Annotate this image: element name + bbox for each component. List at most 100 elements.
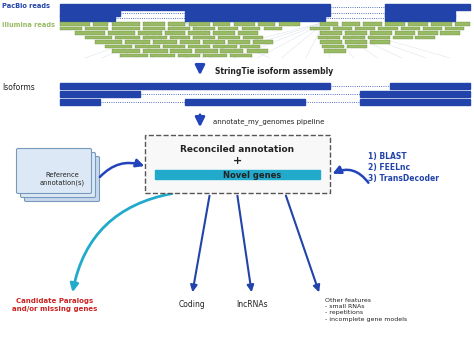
- Text: StringTie isoform assembly: StringTie isoform assembly: [215, 68, 333, 77]
- Text: Other features
- small RNAs
- repetitions
- incomplete gene models: Other features - small RNAs - repetition…: [325, 298, 407, 322]
- Bar: [228, 40, 250, 44]
- Text: 3) TransDecoder: 3) TransDecoder: [368, 174, 439, 183]
- Text: lncRNAs: lncRNAs: [236, 300, 268, 309]
- Bar: [347, 45, 367, 48]
- Bar: [213, 45, 237, 48]
- Bar: [115, 35, 140, 39]
- Bar: [310, 26, 330, 30]
- Text: Novel genes: Novel genes: [223, 172, 282, 181]
- Bar: [360, 91, 470, 96]
- Text: Illumina reads: Illumina reads: [2, 22, 55, 28]
- Bar: [150, 54, 175, 57]
- Bar: [145, 135, 330, 193]
- Bar: [143, 22, 165, 26]
- Bar: [218, 35, 240, 39]
- Bar: [390, 83, 470, 88]
- Bar: [193, 26, 215, 30]
- Bar: [112, 26, 140, 30]
- Bar: [163, 45, 185, 48]
- Bar: [108, 31, 135, 35]
- Bar: [243, 35, 263, 39]
- Bar: [178, 54, 200, 57]
- Text: annotate_my_genomes pipeline: annotate_my_genomes pipeline: [213, 119, 324, 125]
- Text: Reference
annotation(s): Reference annotation(s): [39, 172, 84, 186]
- Bar: [220, 49, 243, 53]
- Bar: [75, 31, 105, 35]
- Bar: [93, 22, 108, 26]
- Bar: [320, 40, 342, 44]
- Bar: [195, 49, 218, 53]
- Bar: [431, 22, 452, 26]
- Bar: [342, 22, 360, 26]
- Bar: [60, 22, 90, 26]
- Bar: [230, 54, 252, 57]
- Bar: [318, 35, 340, 39]
- Bar: [408, 22, 428, 26]
- Bar: [320, 31, 342, 35]
- Bar: [165, 31, 185, 35]
- Bar: [355, 26, 375, 30]
- Bar: [143, 49, 168, 53]
- Text: 2) FEELnc: 2) FEELnc: [368, 163, 410, 172]
- Bar: [85, 26, 108, 30]
- Bar: [322, 45, 344, 48]
- Bar: [153, 40, 177, 44]
- Bar: [401, 26, 420, 30]
- Bar: [120, 54, 148, 57]
- Bar: [393, 35, 413, 39]
- Bar: [385, 4, 470, 9]
- Bar: [135, 45, 160, 48]
- Bar: [418, 31, 438, 35]
- Bar: [253, 40, 273, 44]
- Bar: [385, 22, 405, 26]
- Bar: [370, 31, 392, 35]
- Bar: [360, 99, 470, 104]
- Text: Reconciled annotation: Reconciled annotation: [181, 144, 294, 153]
- Bar: [138, 31, 162, 35]
- Bar: [238, 31, 258, 35]
- Text: 1) BLAST: 1) BLAST: [368, 152, 407, 161]
- Bar: [60, 4, 330, 9]
- Bar: [60, 15, 115, 21]
- Bar: [333, 26, 352, 30]
- Bar: [85, 35, 112, 39]
- Bar: [264, 26, 282, 30]
- FancyBboxPatch shape: [20, 152, 95, 198]
- Bar: [320, 22, 338, 26]
- Bar: [247, 49, 268, 53]
- Text: Isoforms: Isoforms: [2, 83, 35, 92]
- Bar: [363, 22, 382, 26]
- Bar: [188, 31, 210, 35]
- Bar: [170, 35, 190, 39]
- Bar: [258, 22, 275, 26]
- Bar: [95, 40, 122, 44]
- Bar: [445, 26, 464, 30]
- FancyBboxPatch shape: [25, 157, 100, 201]
- Bar: [185, 10, 330, 16]
- Bar: [60, 83, 330, 88]
- Bar: [370, 40, 390, 44]
- Bar: [203, 40, 225, 44]
- Bar: [143, 26, 165, 30]
- Bar: [368, 35, 390, 39]
- Bar: [143, 35, 167, 39]
- Bar: [324, 49, 346, 53]
- Bar: [343, 35, 365, 39]
- Text: Candidate Paralogs
and/or missing genes: Candidate Paralogs and/or missing genes: [12, 298, 98, 311]
- Bar: [60, 26, 82, 30]
- Bar: [155, 170, 320, 179]
- Bar: [395, 31, 415, 35]
- Text: Coding: Coding: [179, 300, 205, 309]
- Bar: [185, 99, 305, 104]
- Bar: [415, 35, 435, 39]
- Bar: [213, 22, 230, 26]
- Bar: [188, 45, 210, 48]
- Bar: [125, 40, 150, 44]
- Bar: [378, 26, 398, 30]
- Bar: [385, 15, 455, 21]
- Bar: [60, 99, 100, 104]
- Text: PacBio reads: PacBio reads: [2, 3, 50, 9]
- Bar: [345, 31, 367, 35]
- Bar: [218, 26, 238, 30]
- FancyBboxPatch shape: [17, 149, 91, 193]
